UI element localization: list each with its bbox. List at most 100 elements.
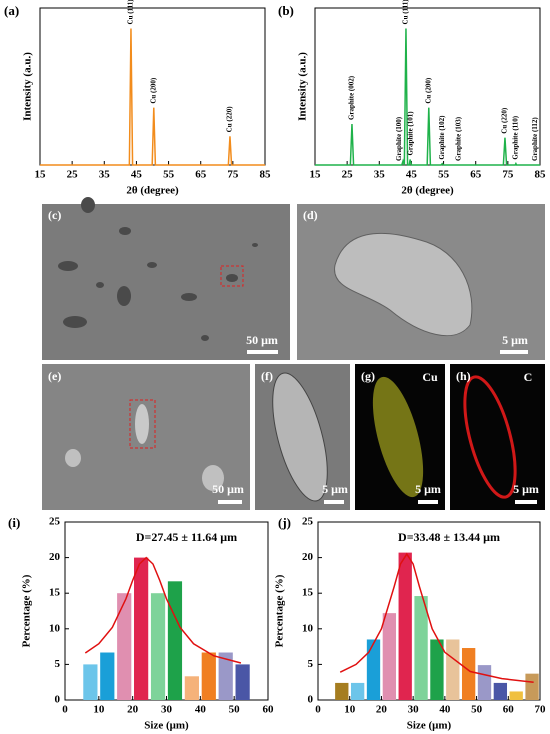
particle <box>65 449 81 467</box>
x-axis-label: 2θ (degree) <box>126 185 179 197</box>
x-tick-label: 35 <box>99 169 111 181</box>
y-tick-label: 25 <box>49 516 61 528</box>
plot-frame <box>317 521 541 701</box>
statistics-label: D=27.45 ± 11.64 μm <box>136 530 237 544</box>
x-tick-label: 60 <box>263 704 275 716</box>
x-tick-label: 50 <box>229 704 241 716</box>
panel-label: (j) <box>278 515 291 530</box>
histogram-bar <box>83 664 98 700</box>
x-tick-label: 20 <box>376 704 388 716</box>
x-tick-label: 30 <box>161 704 173 716</box>
y-tick-label: 25 <box>302 516 314 528</box>
particle <box>202 465 224 491</box>
y-axis-label: Percentage (%) <box>21 574 33 647</box>
peak-label: Graphite (102) <box>438 115 446 160</box>
x-tick-label: 70 <box>535 704 547 716</box>
particle <box>135 404 149 444</box>
image <box>42 204 290 360</box>
element-label: C <box>524 370 533 384</box>
x-tick-label: 25 <box>342 169 354 181</box>
peak-label: Graphite (101) <box>407 111 415 156</box>
y-tick-label: 15 <box>302 587 314 599</box>
fit-curve <box>84 556 242 664</box>
fit-curve <box>339 552 534 683</box>
y-tick-label: 10 <box>49 622 61 634</box>
zoom-box <box>129 399 156 449</box>
x-tick-label: 40 <box>439 704 451 716</box>
peak-label: Cu (220) <box>501 107 509 134</box>
x-tick-label: 45 <box>406 169 418 181</box>
panel-label: (i) <box>8 515 20 530</box>
peak-label: Cu (220) <box>226 106 234 133</box>
peak-label: Graphite (103) <box>455 116 463 161</box>
peak-label: Graphite (100) <box>395 116 403 161</box>
scale-label: 5 μm <box>513 482 539 496</box>
micrograph-e: (e) 50 μm <box>42 364 250 510</box>
spectrum-line <box>40 28 265 166</box>
histogram-bar <box>430 639 444 700</box>
x-tick-label: 25 <box>67 169 79 181</box>
y-tick-label: 10 <box>302 622 314 634</box>
y-tick-label: 5 <box>55 658 61 670</box>
statistics-label: D=33.48 ± 13.44 μm <box>398 530 500 544</box>
particle <box>334 232 473 337</box>
histogram-bar <box>218 652 233 700</box>
y-tick-label: 15 <box>49 587 61 599</box>
element-map <box>463 375 517 499</box>
micrograph-g: (g) Cu 5 μm <box>355 364 445 510</box>
x-tick-label: 60 <box>503 704 515 716</box>
x-tick-label: 55 <box>163 169 175 181</box>
histogram-bar <box>477 665 492 700</box>
panel-label: (h) <box>456 369 471 383</box>
histogram-bar <box>446 639 460 700</box>
histogram-bar <box>167 581 183 700</box>
panel-label: (g) <box>361 369 375 383</box>
x-tick-label: 45 <box>131 169 143 181</box>
particles <box>58 197 258 341</box>
micrograph-d: (d) 5 μm <box>297 204 545 360</box>
y-axis-label: Intensity (a.u.) <box>22 52 34 121</box>
scale-label: 5 μm <box>322 482 348 496</box>
x-tick-label: 55 <box>438 169 450 181</box>
histogram-bar <box>184 676 199 700</box>
x-tick-label: 20 <box>127 704 139 716</box>
histogram-bar <box>100 652 115 700</box>
x-tick-label: 10 <box>344 704 356 716</box>
x-tick-label: 0 <box>62 704 68 716</box>
peak-label: Graphite (110) <box>512 115 520 159</box>
histogram-bar <box>350 682 365 700</box>
y-axis-label: Intensity (a.u.) <box>297 52 309 121</box>
histogram-bar <box>398 552 412 700</box>
x-tick-label: 10 <box>93 704 105 716</box>
histogram-bar <box>461 648 476 700</box>
x-tick-label: 65 <box>470 169 482 181</box>
micrograph-c: (c) 50 μm <box>42 197 290 360</box>
histogram-bar <box>117 593 132 700</box>
element-map <box>372 376 424 498</box>
histogram-bar <box>525 673 539 700</box>
zoom-box <box>220 265 244 287</box>
histogram-bar <box>201 652 216 700</box>
y-axis-label: Percentage (%) <box>274 574 286 647</box>
y-tick-label: 0 <box>55 694 61 706</box>
x-tick-label: 85 <box>535 169 547 181</box>
scale-label: 5 μm <box>415 482 441 496</box>
peak-label: Graphite (112) <box>531 117 539 161</box>
histogram-bar <box>134 557 149 700</box>
scale-label: 50 μm <box>246 333 278 347</box>
peak-label: Cu (200) <box>149 77 157 104</box>
y-tick-label: 20 <box>49 551 61 563</box>
panel-label: (a) <box>4 3 19 18</box>
histogram-bar <box>382 613 397 700</box>
x-tick-label: 15 <box>35 169 47 181</box>
peak-label: Graphite (002) <box>348 75 356 120</box>
histogram-bar <box>509 691 523 700</box>
x-tick-label: 0 <box>315 704 321 716</box>
histogram-bar <box>414 596 428 700</box>
x-tick-label: 35 <box>374 169 386 181</box>
spectrum-line <box>315 28 540 166</box>
y-tick-label: 0 <box>308 694 314 706</box>
histogram-bar <box>493 682 508 700</box>
x-tick-label: 65 <box>195 169 207 181</box>
peak-label: Cu (200) <box>424 77 432 104</box>
